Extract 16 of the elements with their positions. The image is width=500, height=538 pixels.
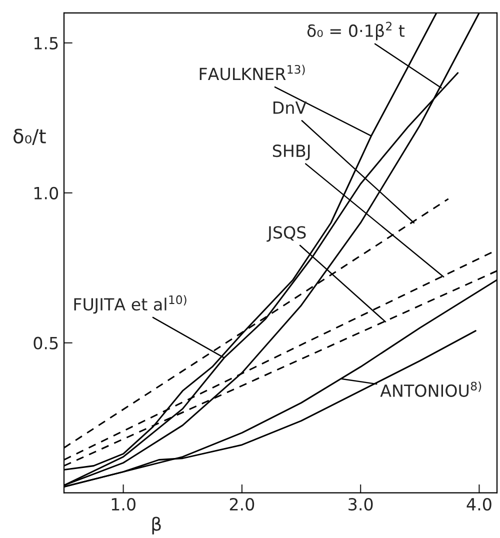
y-tick-label: 0.5 [34, 336, 58, 350]
annotation: SHBJ [272, 144, 310, 160]
annotation: FUJITA et al$^{10)}$ [74, 295, 186, 314]
x-axis-title: β [152, 516, 161, 534]
y-tick-label: 1.0 [34, 186, 58, 200]
x-tick-label: 3.0 [348, 498, 373, 511]
y-axis-title: δ₀/t [14, 128, 46, 146]
annotation: ANTONIOU$^{8)}$ [380, 381, 482, 397]
annotation: δ₀ = 0·1β$^{2}$ t [307, 22, 405, 40]
x-tick-label: 1.0 [112, 498, 136, 511]
y-tick-label: 1.5 [34, 37, 58, 50]
annotation: DnV [273, 102, 306, 114]
x-tick-label: 2.0 [230, 498, 254, 511]
x-tick-label: 4.0 [466, 498, 492, 511]
annotation: JSQS [266, 226, 306, 242]
annotation: FAULKNER$^{13)}$ [200, 64, 305, 80]
